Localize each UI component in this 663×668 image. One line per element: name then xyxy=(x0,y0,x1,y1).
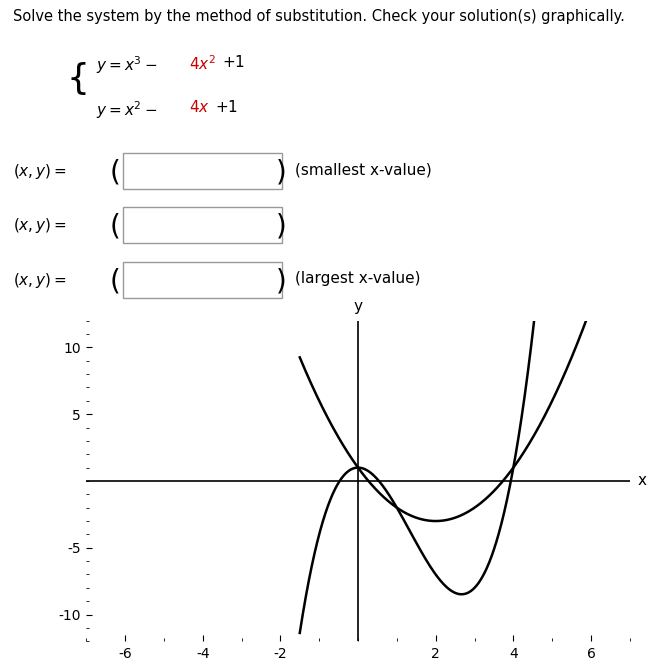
Text: x: x xyxy=(638,474,646,488)
Text: (smallest x-value): (smallest x-value) xyxy=(295,162,432,177)
Text: $4x^2$: $4x^2$ xyxy=(189,54,216,73)
Text: $(x, y) =$: $(x, y) =$ xyxy=(13,271,67,289)
Text: $)$: $)$ xyxy=(275,266,286,295)
Text: (largest x-value): (largest x-value) xyxy=(295,271,420,285)
FancyBboxPatch shape xyxy=(123,261,282,297)
Text: $($: $($ xyxy=(109,158,120,187)
Text: Solve the system by the method of substitution. Check your solution(s) graphical: Solve the system by the method of substi… xyxy=(13,9,625,24)
FancyBboxPatch shape xyxy=(123,154,282,190)
Text: $y = x^2 - $: $y = x^2 - $ xyxy=(96,99,157,121)
Text: y: y xyxy=(353,299,363,314)
Text: $y = x^3 - $: $y = x^3 - $ xyxy=(96,54,157,75)
Text: $\{$: $\{$ xyxy=(66,60,87,97)
Text: $)$: $)$ xyxy=(275,158,286,187)
Text: $(x, y) =$: $(x, y) =$ xyxy=(13,162,67,181)
Text: $(x, y) =$: $(x, y) =$ xyxy=(13,216,67,235)
Text: $4x$: $4x$ xyxy=(189,99,210,115)
Text: $($: $($ xyxy=(109,212,120,241)
FancyBboxPatch shape xyxy=(123,207,282,243)
Text: $ + 1$: $ + 1$ xyxy=(222,54,245,70)
Text: $ + 1$: $ + 1$ xyxy=(215,99,239,115)
Text: $)$: $)$ xyxy=(275,212,286,241)
Text: $($: $($ xyxy=(109,266,120,295)
